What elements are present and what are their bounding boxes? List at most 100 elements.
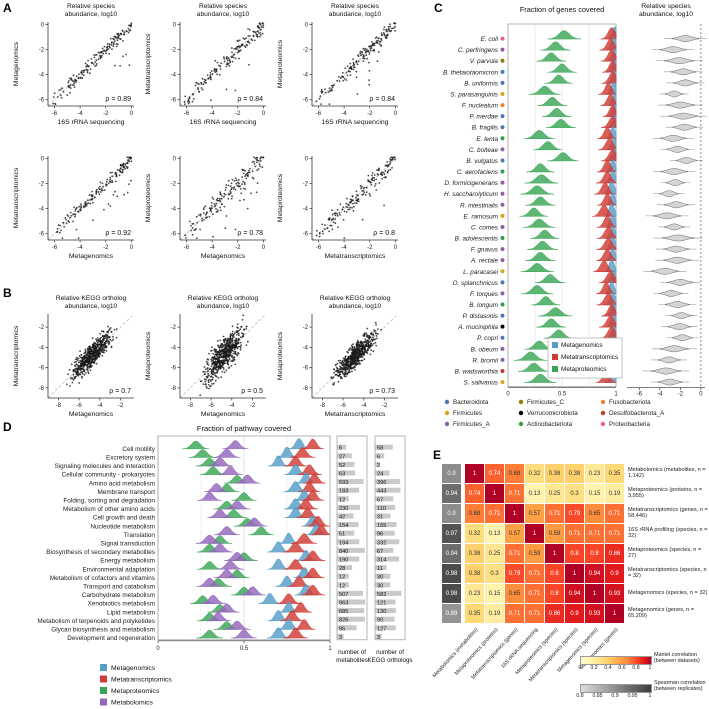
density-bump (538, 307, 573, 317)
x-tick-label: -6 (316, 245, 322, 251)
phylum-dot (500, 368, 505, 373)
count-value: 127 (377, 626, 386, 632)
count-bar (337, 556, 360, 562)
species-label: B. longum (469, 302, 498, 309)
phylum-legend-label: Actinobacteriota (527, 421, 573, 428)
density-bump (600, 93, 617, 106)
phylum-dot (500, 269, 505, 274)
heatmap-cell: 0.59 (525, 544, 544, 563)
count-value: 183 (339, 489, 348, 495)
species-label: R. bromii (472, 357, 498, 364)
metabolite-count-border (336, 435, 368, 641)
species-label: P. distasonis (463, 313, 499, 320)
x-tick-label: -2 (367, 111, 373, 117)
count-bar (375, 496, 394, 502)
y-tick-label: -4 (303, 345, 309, 351)
violin-shape (671, 334, 694, 342)
species-label: E. lenta (476, 136, 498, 143)
spearman-cell: 0.9 (442, 504, 461, 523)
y-tick-label: 0 (173, 23, 177, 29)
heatmap-cell: 0.13 (525, 484, 544, 503)
violin-shape (663, 57, 695, 65)
scatter-points (52, 22, 133, 105)
x-tick-label: -4 (209, 111, 215, 117)
count-bar (375, 453, 385, 459)
density-bump (280, 610, 305, 622)
scatter-points (330, 321, 383, 386)
count-bar (337, 513, 354, 519)
count-value: 96 (377, 532, 383, 538)
x-tick-label: 0 (130, 111, 134, 117)
x-tick-label: -4 (209, 245, 215, 251)
density-bump (526, 163, 555, 173)
phylum-dot (500, 335, 505, 340)
violin-x-tick-label: -6 (637, 392, 643, 398)
density-bump (597, 138, 617, 151)
scatter-subplot: -6 -6 -4 -4 -2 -2 0 0 ρ = 0.78 Metagenomics Metapr… (145, 155, 267, 260)
violin-shape (662, 245, 690, 253)
violin-shape (650, 367, 682, 375)
phylum-dot (500, 357, 505, 362)
count-bar (375, 608, 396, 614)
count-bar (337, 444, 347, 450)
heatmap-row-label: Metaproteomics (proteins, n = 3,955) (628, 486, 703, 499)
panel-c-violin-title-line2: abundance, log10 (638, 10, 694, 18)
count-value: 6 (339, 446, 342, 452)
count-bar (375, 582, 391, 588)
pathway-label: Carbohydrate metabolism (82, 592, 155, 599)
count-bar (375, 530, 395, 536)
heatmap-cell: 0.71 (505, 544, 524, 563)
violin-shape (670, 68, 697, 76)
subplot-title-line2: abundance, log10 (197, 303, 250, 310)
subplot-title-line1: Relative KEGG ortholog (320, 295, 391, 302)
phylum-dot (500, 147, 505, 152)
heatmap-cell: 0.94 (565, 584, 584, 603)
phylum-dot (500, 114, 505, 119)
ridge-x-tick-label: 0 (506, 392, 510, 398)
phylum-legend-dot (600, 410, 606, 416)
violin-shape (665, 179, 686, 186)
count-value: 230 (339, 506, 348, 512)
spearman-tick-label: 0.8 (576, 693, 584, 699)
x-axis-label: Metagenomics (69, 253, 114, 260)
subplot-title-line1: Relative KEGG ortholog (188, 295, 259, 302)
pathway-label: Translation (124, 532, 156, 539)
y-tick-label: -4 (39, 73, 45, 79)
violin-shape (650, 267, 680, 275)
violin-shape (670, 312, 692, 319)
scatter-subplot: -6 -6 -4 -4 -2 -2 0 0 ρ = 0.92 Metagenomics Metatr… (13, 155, 135, 260)
y-axis-label: Metaproteomics (145, 331, 152, 380)
y-tick-label: -6 (303, 366, 309, 372)
phylum-dot (500, 47, 505, 52)
heatmap-cell: 0.71 (605, 504, 624, 523)
violin-rows (642, 35, 707, 386)
rho-label: ρ = 0.92 (105, 230, 131, 237)
x-tick-label: -6 (184, 111, 190, 117)
species-label: P. copri (477, 335, 498, 342)
density-bump (596, 160, 617, 173)
count-value: 27 (339, 454, 345, 460)
y-tick-label: -2 (39, 182, 45, 188)
y-axis-label: Metatranscriptomics (145, 33, 152, 94)
phylum-dot (500, 236, 505, 241)
heatmap-row-label: Metabolomics (metabolites, n = 1,142) (628, 466, 706, 479)
density-bump (223, 620, 251, 630)
heatmap-cell: 0.93 (585, 604, 604, 623)
count-value: 582 (377, 592, 386, 598)
pathway-label: Energy metabolism (100, 558, 155, 565)
count-value: 63 (339, 471, 345, 477)
count-bar (375, 487, 401, 493)
pathway-label: Cell growth and death (93, 515, 156, 522)
x-tick-label: -2 (382, 403, 388, 409)
phylum-dot (500, 80, 505, 85)
x-tick-label: -4 (77, 111, 83, 117)
density-bump (222, 440, 249, 450)
count-value: 593 (339, 480, 348, 486)
count-value: 190 (339, 557, 348, 563)
density-bump (600, 27, 617, 40)
count-value: 42 (339, 514, 345, 520)
subplot-title-line1: Relative species (67, 3, 116, 10)
count-value: 30 (377, 583, 383, 589)
count-value: 110 (377, 506, 386, 512)
